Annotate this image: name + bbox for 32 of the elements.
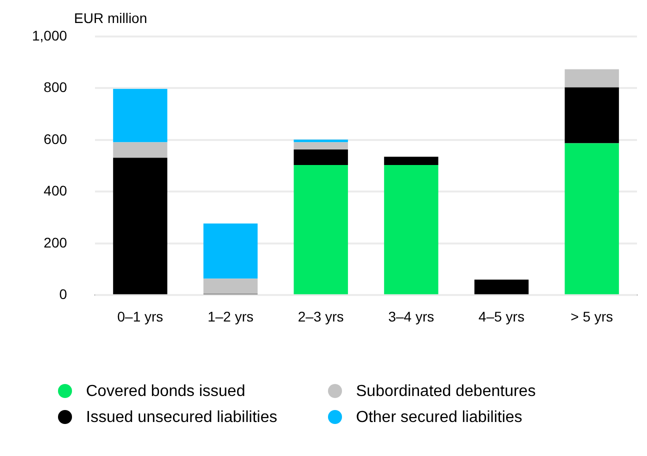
bar: [113, 158, 168, 294]
bar: [474, 280, 529, 294]
x-tick-label: 0–1 yrs: [117, 308, 164, 324]
legend-label: Covered bonds issued: [86, 382, 246, 402]
x-tick-label: 4–5 yrs: [478, 308, 524, 324]
bar: [564, 87, 619, 144]
y-tick-label: 400: [44, 182, 68, 199]
bar: [294, 142, 348, 150]
bar: [113, 142, 168, 158]
bar: [384, 156, 438, 166]
bar: [384, 165, 438, 294]
y-tick-label: 0: [59, 286, 68, 302]
y-tick-label: 1,000: [32, 27, 68, 44]
y-tick-label: 200: [44, 234, 68, 250]
x-tick-label: 2–3 yrs: [298, 308, 344, 324]
bar: [294, 149, 348, 166]
legend-label: Subordinated debentures: [356, 382, 537, 402]
bar: [294, 140, 348, 142]
legend-label: Other secured liabilities: [356, 408, 524, 428]
bar: [564, 69, 619, 88]
bar: [203, 224, 258, 279]
bar: [203, 278, 258, 294]
legend-label: Issued unsecured liabilities: [86, 408, 278, 428]
bar: [564, 143, 619, 294]
x-tick-label: 1–2 yrs: [208, 308, 254, 324]
x-tick-label: 3–4 yrs: [388, 308, 434, 324]
x-tick-label: > 5 yrs: [570, 308, 614, 324]
y-axis-title: EUR million: [74, 10, 148, 26]
y-tick-label: 800: [44, 79, 68, 96]
bar: [294, 165, 348, 294]
bar: [113, 88, 168, 142]
y-tick-label: 600: [44, 130, 68, 147]
